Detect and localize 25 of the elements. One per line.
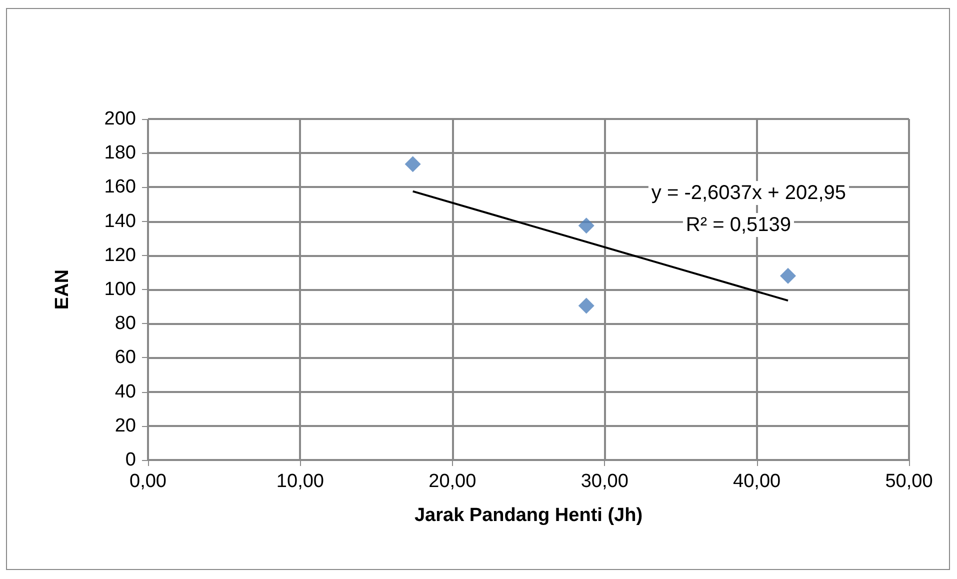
x-tick-label: 30,00 <box>580 471 628 492</box>
x-axis-title: Jarak Pandang Henti (Jh) <box>414 505 643 526</box>
point <box>780 268 796 284</box>
x-tick-label: 40,00 <box>733 471 781 492</box>
annotation: R² = 0,5139 <box>686 214 792 236</box>
x-tick-label: 50,00 <box>885 471 933 492</box>
point <box>578 298 594 314</box>
y-tick-label: 120 <box>104 244 136 266</box>
annotation: y = -2,6037x + 202,95 <box>651 182 846 204</box>
y-tick-label: 180 <box>104 142 136 164</box>
y-tick-label: 160 <box>104 176 136 198</box>
y-tick-label: 140 <box>104 210 136 232</box>
y-axis-title: EAN <box>52 269 73 310</box>
y-tick-label: 40 <box>114 381 136 402</box>
y-tick-label: 100 <box>104 279 136 300</box>
y-tick-label: 20 <box>114 415 136 436</box>
y-tick-label: 0 <box>125 450 136 470</box>
point <box>578 218 594 234</box>
y-tick-label: 60 <box>114 347 136 368</box>
y-tick-label: 200 <box>104 108 136 130</box>
x-tick-label: 10,00 <box>276 471 324 492</box>
point <box>404 156 421 172</box>
x-tick-label: 0,00 <box>130 471 166 492</box>
y-tick-label: 80 <box>114 313 136 334</box>
x-tick-label: 20,00 <box>428 471 476 492</box>
